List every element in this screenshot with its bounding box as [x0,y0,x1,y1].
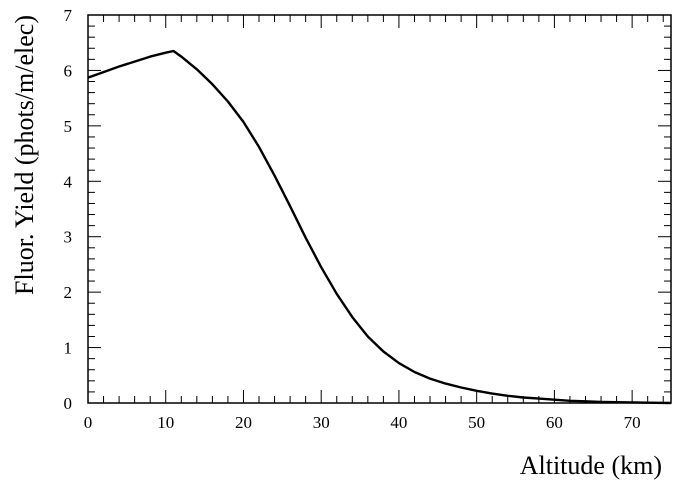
x-tick-label: 0 [84,413,93,432]
x-axis-ticks [87,15,664,403]
x-tick-label: 20 [235,413,252,432]
y-tick-label: 4 [64,172,73,191]
x-tick-label: 60 [546,413,563,432]
x-tick-label: 50 [468,413,485,432]
y-tick-label: 2 [64,283,73,302]
x-tick-label: 40 [390,413,407,432]
y-tick-label: 7 [64,6,73,25]
x-axis-tick-labels: 0 10 20 30 40 50 60 70 [84,413,641,432]
y-axis-tick-labels: 0 1 2 3 4 5 6 7 [64,6,73,413]
series-line [87,49,672,405]
x-axis-title: Altitude (km) [520,451,662,480]
y-tick-label: 3 [64,228,73,247]
y-axis-ticks [88,14,671,404]
x-tick-label: 30 [313,413,330,432]
y-tick-label: 1 [64,339,73,358]
x-tick-label: 70 [624,413,641,432]
plot-frame [87,14,672,404]
y-axis-title: Fluor. Yield (phots/m/elec) [10,15,39,295]
x-tick-label: 10 [157,413,174,432]
y-tick-label: 5 [64,117,73,136]
y-tick-label: 0 [64,394,73,413]
y-tick-label: 6 [64,61,73,80]
